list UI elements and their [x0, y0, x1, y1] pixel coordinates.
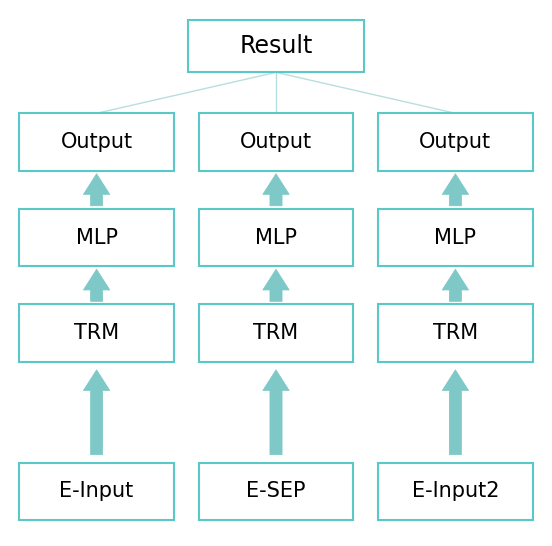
FancyBboxPatch shape: [378, 114, 533, 170]
FancyBboxPatch shape: [199, 463, 353, 520]
Text: TRM: TRM: [253, 323, 299, 343]
FancyBboxPatch shape: [19, 463, 174, 520]
Text: Output: Output: [240, 132, 312, 152]
FancyBboxPatch shape: [199, 114, 353, 170]
Text: Output: Output: [61, 132, 132, 152]
Polygon shape: [263, 370, 289, 455]
Text: Output: Output: [420, 132, 491, 152]
Text: MLP: MLP: [76, 228, 118, 247]
FancyBboxPatch shape: [199, 305, 353, 361]
Text: E-Input: E-Input: [60, 482, 134, 501]
FancyBboxPatch shape: [378, 305, 533, 361]
FancyBboxPatch shape: [188, 21, 364, 72]
Polygon shape: [442, 174, 469, 206]
FancyBboxPatch shape: [378, 209, 533, 266]
FancyBboxPatch shape: [19, 114, 174, 170]
Polygon shape: [263, 174, 289, 206]
Text: MLP: MLP: [255, 228, 297, 247]
Text: TRM: TRM: [74, 323, 119, 343]
Polygon shape: [83, 174, 110, 206]
Polygon shape: [263, 269, 289, 301]
Text: MLP: MLP: [434, 228, 476, 247]
FancyBboxPatch shape: [199, 209, 353, 266]
FancyBboxPatch shape: [19, 209, 174, 266]
Text: Result: Result: [240, 34, 312, 58]
Polygon shape: [442, 370, 469, 455]
Polygon shape: [83, 370, 110, 455]
Text: E-SEP: E-SEP: [246, 482, 306, 501]
FancyBboxPatch shape: [378, 463, 533, 520]
FancyBboxPatch shape: [19, 305, 174, 361]
Polygon shape: [83, 269, 110, 301]
Text: TRM: TRM: [433, 323, 478, 343]
Text: E-Input2: E-Input2: [412, 482, 499, 501]
Polygon shape: [442, 269, 469, 301]
